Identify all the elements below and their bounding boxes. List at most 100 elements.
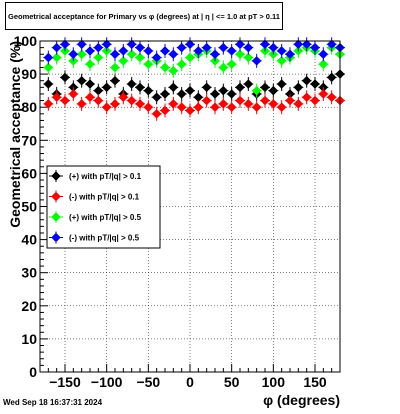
x-tick-label: 50: [224, 374, 240, 390]
data-point: [260, 82, 270, 93]
data-point: [160, 105, 170, 116]
data-point: [168, 99, 179, 109]
y-tick-label: 90: [21, 66, 37, 82]
data-point: [301, 39, 312, 50]
data-point: [135, 52, 145, 63]
data-point: [51, 42, 62, 53]
data-point: [68, 49, 79, 60]
x-tick-label: −50: [136, 374, 160, 390]
data-point: [151, 92, 162, 103]
data-point: [185, 39, 195, 50]
data-point: [326, 39, 337, 50]
data-point: [193, 102, 204, 113]
data-point: [293, 39, 304, 50]
legend-entry-2: (-) with pT/|q| > 0.1: [49, 190, 140, 203]
data-point: [168, 82, 179, 93]
data-point: [218, 62, 229, 73]
y-tick-label: 70: [21, 132, 37, 148]
data-point: [260, 95, 270, 106]
data-point: [276, 46, 287, 56]
data-point: [276, 56, 287, 66]
data-point: [326, 92, 337, 103]
data-point: [210, 49, 220, 60]
data-point: [126, 39, 137, 50]
x-tick-label: 100: [262, 374, 286, 390]
data-point: [110, 62, 120, 73]
data-point: [218, 42, 229, 53]
data-point: [193, 46, 204, 56]
data-point: [43, 79, 54, 89]
y-tick-label: 30: [21, 265, 37, 281]
data-point: [318, 89, 329, 99]
data-point: [235, 49, 245, 60]
data-point: [235, 95, 245, 106]
data-point: [85, 46, 95, 56]
data-point: [118, 56, 129, 66]
series-2: [43, 86, 345, 121]
data-point: [218, 99, 229, 109]
data-point: [243, 52, 254, 63]
chart-title: Geometrical acceptance for Primary vs φ …: [5, 2, 283, 30]
data-point: [151, 52, 162, 63]
data-point: [243, 99, 254, 109]
y-tick-label: 10: [21, 331, 37, 347]
legend-label: (+) with pT/|q| > 0.1: [69, 172, 142, 181]
data-point: [60, 39, 70, 50]
data-point: [160, 89, 170, 99]
data-point: [168, 65, 179, 76]
data-point: [51, 92, 62, 103]
data-point: [268, 42, 279, 53]
legend-marker: [51, 212, 61, 222]
data-point: [143, 102, 154, 113]
data-point: [301, 92, 312, 103]
data-point: [285, 49, 295, 60]
data-point: [126, 95, 137, 106]
data-point: [160, 46, 170, 56]
legend-label: (+) with pT/|q| > 0.5: [69, 213, 142, 222]
legend-marker: [51, 191, 61, 202]
data-point: [126, 79, 137, 89]
data-point: [110, 75, 120, 86]
data-point: [260, 39, 270, 50]
x-axis-ticks: −150 −100 −50 0 50 100 150: [47, 364, 341, 390]
data-point: [60, 72, 70, 83]
data-point: [210, 102, 220, 113]
data-point: [101, 102, 112, 113]
legend-marker: [51, 232, 61, 243]
plot-frame: [39, 40, 341, 373]
legend-entry-4: (-) with pT/|q| > 0.5: [49, 231, 140, 244]
data-point: [60, 95, 70, 106]
data-point: [318, 59, 329, 70]
x-tick-label: 0: [186, 374, 194, 390]
data-point: [276, 79, 287, 89]
data-point: [76, 99, 87, 109]
x-tick-label: −100: [91, 374, 123, 390]
data-point: [201, 42, 212, 53]
data-point: [101, 82, 112, 93]
timestamp-footer: Wed Sep 18 16:37:31 2024: [3, 398, 103, 407]
y-tick-label: 80: [21, 99, 37, 115]
data-point: [251, 102, 262, 113]
data-point: [143, 59, 154, 70]
data-point: [326, 72, 337, 83]
data-point: [110, 49, 120, 60]
legend-marker: [51, 171, 61, 181]
data-point: [135, 99, 145, 109]
data-point: [160, 62, 170, 73]
data-point: [85, 59, 95, 70]
legend-entry-1: (+) with pT/|q| > 0.1: [49, 170, 142, 182]
y-tick-label: 0: [29, 364, 37, 380]
data-point: [276, 102, 287, 113]
data-point: [51, 52, 62, 63]
data-point: [85, 79, 95, 89]
data-point: [118, 46, 129, 56]
data-point: [76, 75, 87, 86]
data-point: [135, 42, 145, 53]
data-point: [235, 82, 245, 93]
data-point: [293, 99, 304, 109]
data-point: [285, 95, 295, 106]
data-point: [143, 85, 154, 96]
y-tick-label: 20: [21, 298, 37, 314]
data-point: [185, 52, 195, 63]
